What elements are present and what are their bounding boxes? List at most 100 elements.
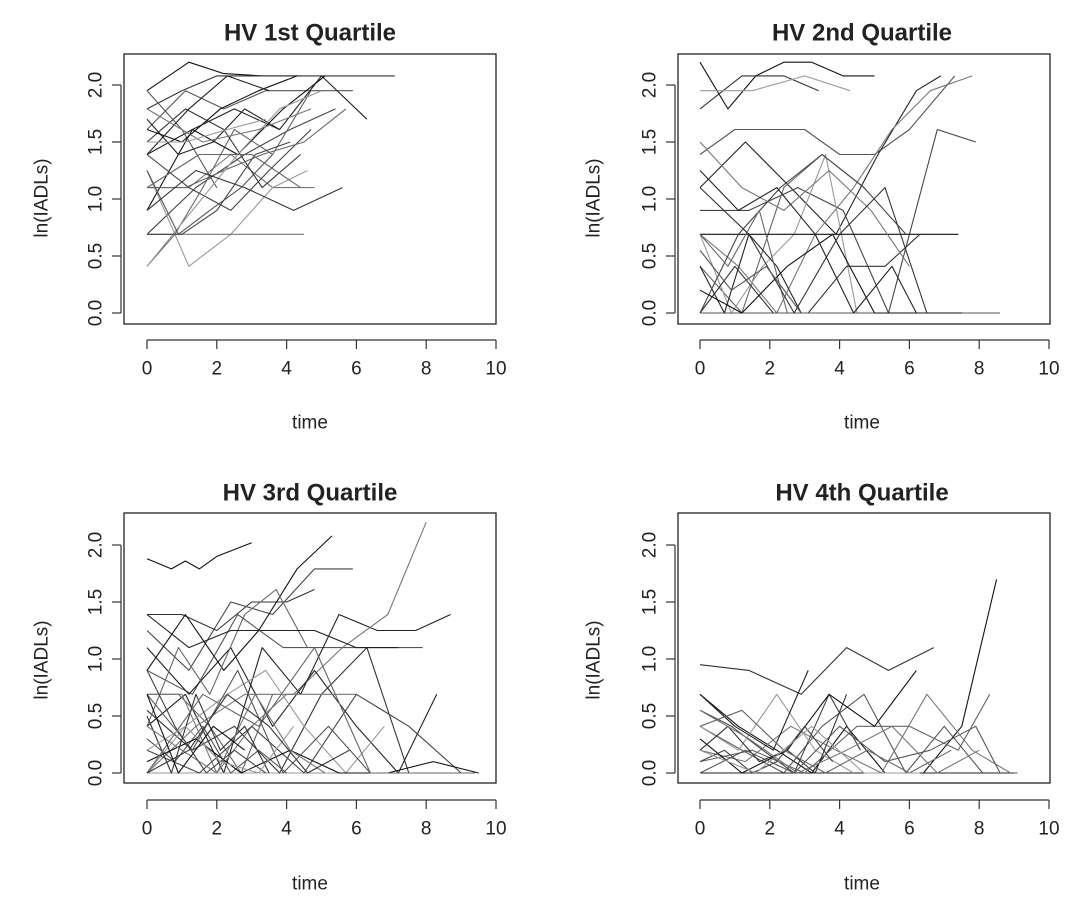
trajectory-line (146, 90, 218, 188)
trajectory-line (146, 647, 448, 774)
trajectory-line (146, 568, 353, 671)
x-tick-label: 4 (281, 359, 292, 380)
trajectory-line (146, 108, 280, 156)
x-tick-label: 10 (1038, 819, 1059, 840)
x-axis: 0 2 4 6 8 10 (142, 799, 507, 840)
trajectory-line (146, 647, 476, 774)
trajectory-line (146, 90, 353, 130)
y-tick-label: 2.0 (86, 532, 107, 558)
x-axis-label: time (844, 413, 880, 434)
x-tick-label: 8 (421, 359, 432, 380)
trajectory-line (146, 694, 246, 774)
x-tick-label: 2 (212, 819, 223, 840)
trajectory-line (146, 647, 438, 774)
trajectory-line (147, 141, 291, 235)
trajectory-line (146, 693, 350, 774)
trajectory-line (699, 694, 848, 774)
trajectory-line (146, 725, 287, 774)
trajectory-line (699, 61, 875, 110)
trajectory-line (147, 118, 266, 143)
y-tick-label: 1.5 (640, 129, 661, 155)
x-tick-label: 10 (485, 819, 506, 840)
trajectory-line (146, 154, 273, 235)
x-tick-label: 6 (351, 359, 362, 380)
x-tick-label: 8 (421, 819, 432, 840)
x-tick-label: 4 (834, 359, 845, 380)
x-axis-label: time (292, 413, 328, 434)
y-tick-label: 0.5 (640, 243, 661, 269)
y-tick-label: 1.0 (640, 186, 661, 212)
trajectory-line (699, 209, 788, 314)
x-tick-label: 4 (834, 819, 845, 840)
y-axis: 0.0 0.5 1.0 1.5 2.0 (640, 532, 676, 786)
x-tick-label: 2 (212, 359, 223, 380)
x-tick-label: 0 (142, 359, 153, 380)
panel-4th-quartile: HV 4th Quartile 0 2 4 6 8 10 time 0.0 0.5 1.0 1.5 2.… (584, 480, 1060, 895)
y-axis-label: ln(IADLs) (32, 620, 53, 699)
trajectory-line (699, 75, 819, 110)
trajectory-line (699, 670, 917, 774)
y-tick-label: 0.0 (640, 760, 661, 786)
trajectory-line (699, 725, 1001, 774)
trajectory-line (699, 725, 920, 774)
trajectory-line (699, 647, 935, 695)
trajectory-line (146, 669, 385, 774)
trajectory-line (699, 249, 802, 314)
trajectory-line (146, 725, 295, 774)
trajectory-line (699, 693, 1011, 774)
trajectory-line (699, 233, 962, 314)
x-tick-label: 10 (1038, 359, 1059, 380)
trajectory-line (146, 75, 395, 110)
x-tick-label: 8 (974, 819, 985, 840)
trajectory-line (699, 579, 998, 774)
trajectory-line (699, 75, 956, 156)
x-axis-label: time (844, 874, 880, 893)
trajectory-line (146, 75, 298, 143)
trajectory-line (699, 670, 809, 751)
y-axis: 0.0 0.5 1.0 1.5 2.0 (640, 72, 676, 326)
plot-frame (123, 53, 497, 325)
trajectory-line (146, 614, 399, 649)
y-tick-label: 1.0 (86, 646, 107, 672)
y-tick-label: 0.5 (86, 703, 107, 729)
trajectory-line (146, 693, 326, 774)
y-tick-label: 2.0 (640, 532, 661, 558)
x-tick-label: 8 (974, 359, 985, 380)
trajectory-line (146, 693, 462, 774)
plot-frame (677, 512, 1051, 784)
trajectories (699, 579, 1018, 774)
x-tick-label: 6 (904, 359, 915, 380)
x-tick-label: 0 (695, 359, 706, 380)
trajectory-line (146, 169, 343, 211)
y-axis-label: ln(IADLs) (584, 158, 605, 237)
trajectory-line (146, 90, 312, 267)
trajectories (146, 61, 395, 267)
x-tick-label: 10 (485, 359, 506, 380)
trajectory-line (699, 153, 907, 314)
y-tick-label: 0.5 (86, 243, 107, 269)
trajectories (699, 61, 1001, 314)
x-tick-label: 0 (142, 819, 153, 840)
x-tick-label: 2 (765, 819, 776, 840)
x-tick-label: 2 (765, 359, 776, 380)
plot-frame (677, 53, 1051, 325)
y-tick-label: 1.5 (640, 589, 661, 615)
y-tick-label: 1.0 (640, 646, 661, 672)
panel-title: HV 2nd Quartile (772, 20, 952, 47)
x-axis: 0 2 4 6 8 10 (695, 799, 1060, 840)
trajectory-line (146, 108, 336, 235)
trajectory-line (146, 670, 267, 774)
y-axis-label: ln(IADLs) (32, 158, 53, 237)
y-tick-label: 0.5 (640, 703, 661, 729)
x-axis: 0 2 4 6 8 10 (695, 339, 1060, 380)
x-tick-label: 0 (695, 819, 706, 840)
trajectory-line (700, 128, 976, 314)
y-tick-label: 2.0 (640, 72, 661, 98)
trajectory-line (146, 75, 270, 155)
trajectory-line (146, 75, 326, 211)
x-axis-label: time (292, 874, 328, 893)
y-tick-label: 1.0 (86, 186, 107, 212)
y-tick-label: 1.5 (86, 589, 107, 615)
trajectory-line (699, 694, 991, 774)
y-tick-label: 2.0 (86, 72, 107, 98)
